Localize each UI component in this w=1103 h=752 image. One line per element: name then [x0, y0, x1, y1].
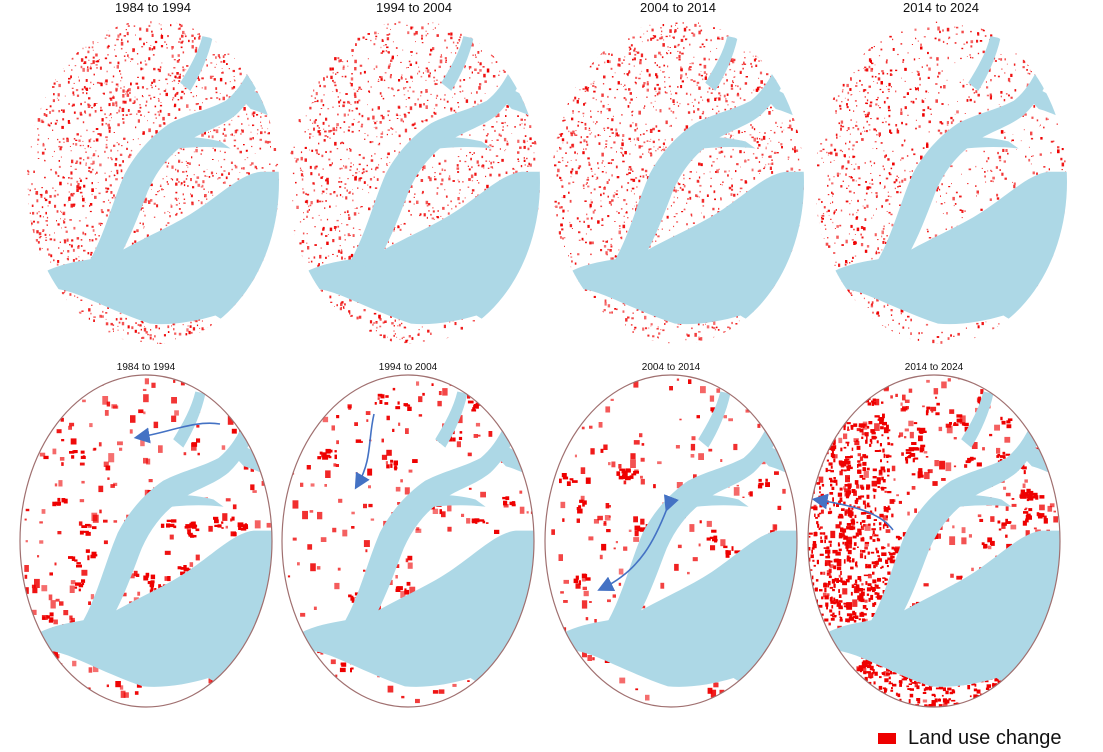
bottom-map-1 [19, 374, 273, 708]
top-map-2 [288, 20, 540, 344]
bottom-map-2 [281, 374, 535, 708]
bottom-panel-title-3: 2004 to 2014 [641, 362, 701, 373]
legend-label: Land use change [908, 726, 1062, 749]
top-panel-title-4: 2014 to 2024 [903, 0, 979, 15]
bottom-panel-title-1: 1984 to 1994 [116, 362, 176, 373]
top-map-1 [27, 20, 279, 344]
arrow-4 [811, 493, 894, 531]
top-map-4 [815, 20, 1067, 344]
arrow-3 [597, 494, 679, 591]
legend: Land use change [878, 726, 1061, 750]
arrow-2 [354, 413, 375, 490]
top-panel-title-1: 1984 to 1994 [115, 0, 191, 15]
bottom-panel-title-2: 1994 to 2004 [378, 362, 438, 373]
legend-swatch-land-use-change [878, 732, 896, 744]
bottom-map-4 [807, 374, 1061, 708]
top-map-3 [552, 20, 804, 344]
bottom-panel-title-4: 2014 to 2024 [904, 362, 964, 373]
arrow-1 [133, 422, 221, 444]
top-panel-title-3: 2004 to 2014 [640, 0, 716, 15]
top-panel-title-2: 1994 to 2004 [376, 0, 452, 15]
bottom-map-3 [544, 374, 798, 708]
